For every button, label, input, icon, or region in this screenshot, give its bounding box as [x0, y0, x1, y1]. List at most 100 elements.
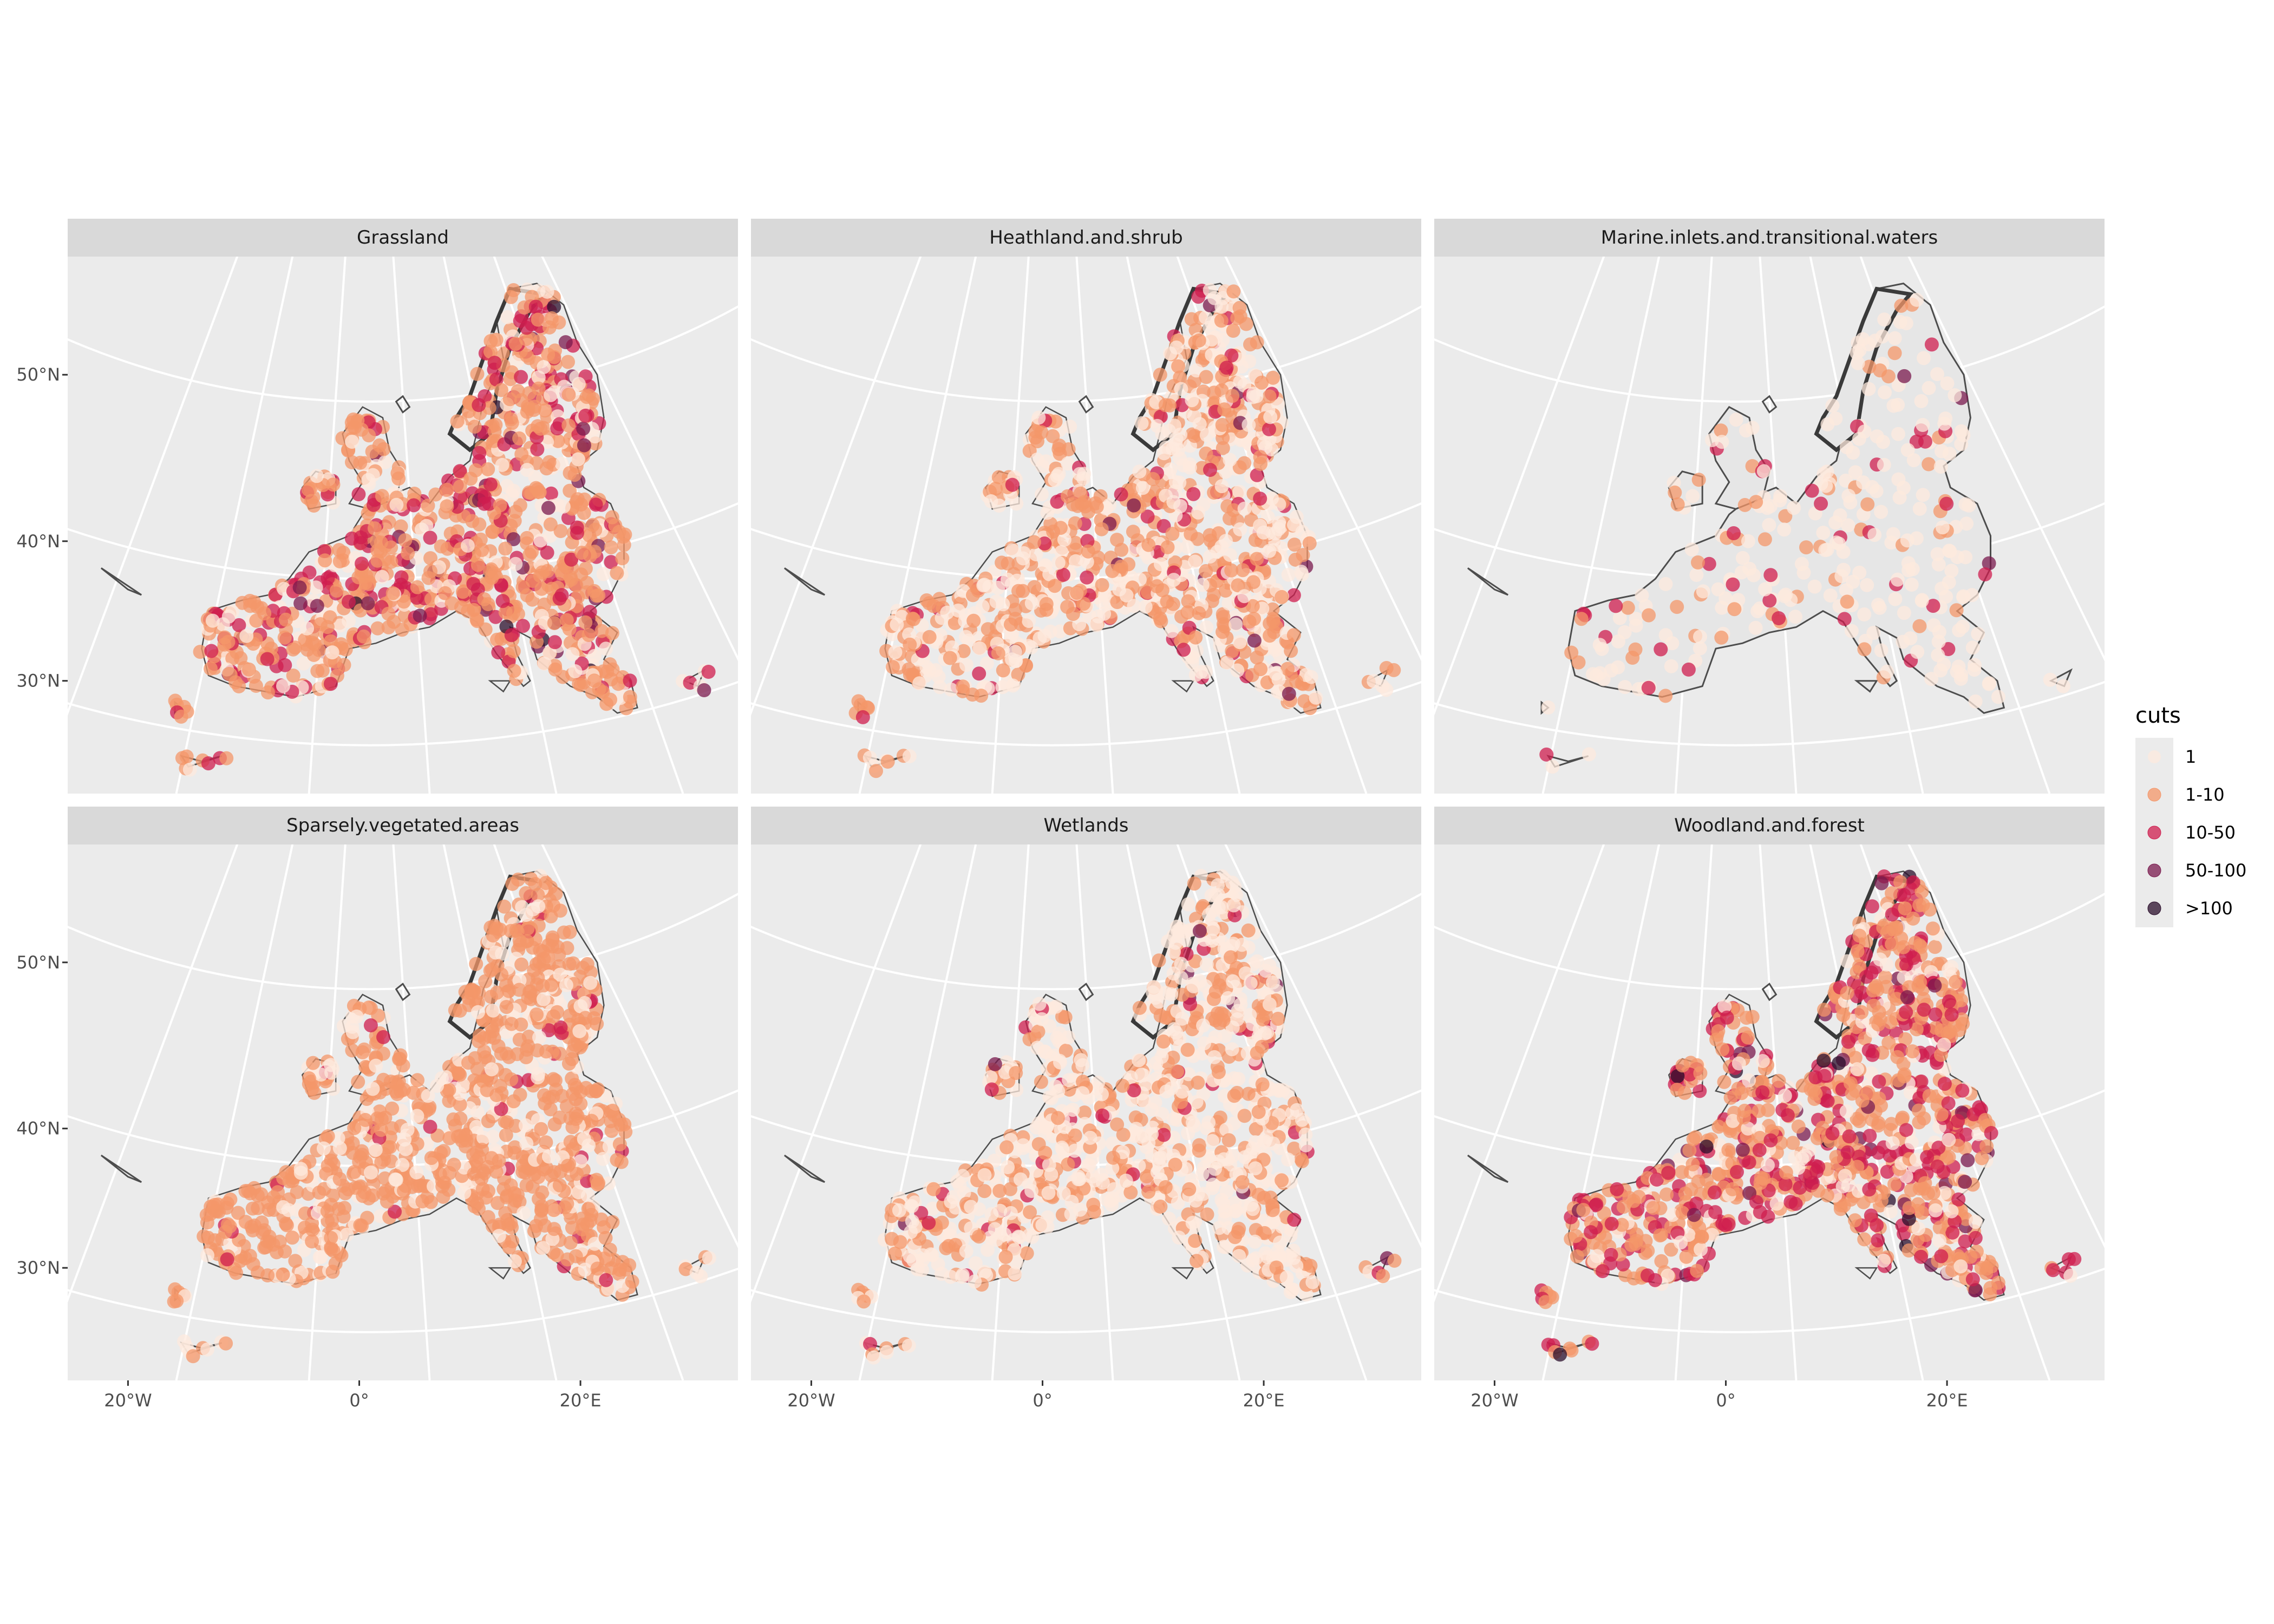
observation-point [536, 992, 551, 1006]
observation-point [1214, 900, 1229, 915]
observation-point [1035, 1218, 1050, 1232]
observation-point [1284, 644, 1298, 658]
observation-point [568, 664, 583, 678]
observation-point [481, 1114, 495, 1128]
observation-point [448, 1118, 462, 1133]
observation-point [1282, 686, 1296, 701]
observation-point [428, 487, 443, 502]
observation-point [514, 447, 529, 461]
observation-point [1852, 565, 1867, 580]
observation-point [1050, 494, 1064, 509]
observation-point [2056, 679, 2070, 693]
observation-point [597, 1251, 611, 1266]
observation-point [1904, 578, 1919, 592]
observation-point [440, 482, 454, 497]
observation-point [276, 679, 290, 693]
observation-point [1027, 535, 1041, 549]
observation-point [1005, 543, 1020, 558]
observation-point [1376, 1269, 1390, 1284]
observation-point [423, 531, 437, 545]
observation-point [1874, 505, 1889, 519]
observation-point [1027, 580, 1042, 594]
observation-point [1251, 1105, 1266, 1119]
observation-point [1271, 1012, 1285, 1026]
observation-point [1176, 458, 1191, 473]
observation-point [599, 641, 613, 656]
observation-point [388, 1204, 402, 1219]
observation-point [1068, 516, 1082, 531]
observation-point [1203, 528, 1217, 542]
observation-point [1940, 376, 1955, 391]
graticule-lat [68, 892, 738, 990]
observation-point [1156, 1128, 1171, 1142]
observation-point [869, 764, 883, 778]
observation-point [1254, 375, 1269, 390]
observation-point [540, 949, 555, 964]
observation-point [382, 515, 396, 529]
observation-point [1054, 545, 1069, 559]
observation-point [537, 656, 552, 671]
observation-point [205, 613, 220, 628]
observation-point [1226, 898, 1241, 913]
observation-point [1022, 614, 1036, 628]
observation-point [1199, 428, 1214, 442]
observation-point [1670, 497, 1685, 512]
observation-point [905, 1214, 919, 1229]
observation-point [290, 1185, 304, 1200]
observation-point [1283, 1248, 1297, 1263]
facet-strip [751, 807, 1421, 844]
observation-point [1053, 1055, 1067, 1070]
observation-point [345, 435, 360, 449]
observation-point [1589, 668, 1604, 683]
observation-point [1243, 976, 1258, 991]
observation-point [488, 417, 503, 432]
facet-title: Woodland.and.forest [1674, 815, 1865, 836]
graticule-lon [541, 257, 738, 662]
observation-point [281, 1203, 296, 1217]
observation-point [1217, 617, 1231, 631]
observation-point [1196, 1018, 1211, 1033]
observation-point [1225, 1042, 1239, 1057]
observation-point [512, 983, 526, 997]
observation-point [193, 645, 207, 659]
observation-point [1154, 557, 1168, 572]
observation-point [1009, 1255, 1024, 1270]
observation-point [617, 538, 631, 552]
observation-point [1187, 374, 1202, 388]
observation-point [1872, 600, 1887, 615]
observation-point [880, 755, 895, 769]
observation-point [530, 442, 545, 457]
observation-point [1068, 1128, 1082, 1143]
observation-point [374, 1123, 389, 1137]
observation-point [1232, 484, 1247, 499]
observation-point [1192, 333, 1206, 348]
observation-point [467, 420, 482, 434]
observation-point [506, 1094, 521, 1109]
observation-point [1184, 312, 1199, 326]
observation-point [612, 1112, 626, 1127]
observation-point [547, 1203, 561, 1217]
observation-point [520, 921, 535, 936]
observation-point [243, 1186, 258, 1201]
observation-point [1737, 497, 1752, 512]
observation-point [537, 360, 551, 374]
observation-point [598, 1230, 613, 1245]
observation-point [1155, 583, 1169, 598]
observation-point [1857, 607, 1872, 621]
observation-point [1205, 1134, 1219, 1148]
observation-point [1080, 534, 1095, 548]
observation-point [1164, 1081, 1179, 1096]
observation-point [568, 1106, 583, 1121]
observation-point [578, 1011, 593, 1025]
observation-point [1038, 558, 1053, 572]
observation-point [962, 633, 976, 648]
observation-point [1229, 617, 1243, 632]
observation-point [365, 1082, 380, 1096]
observation-point [410, 580, 424, 594]
observation-point [1224, 950, 1238, 965]
observation-point [450, 414, 465, 429]
observation-point [1076, 597, 1091, 611]
observation-point [879, 1345, 894, 1359]
observation-point [232, 618, 246, 632]
observation-point [472, 1034, 486, 1049]
